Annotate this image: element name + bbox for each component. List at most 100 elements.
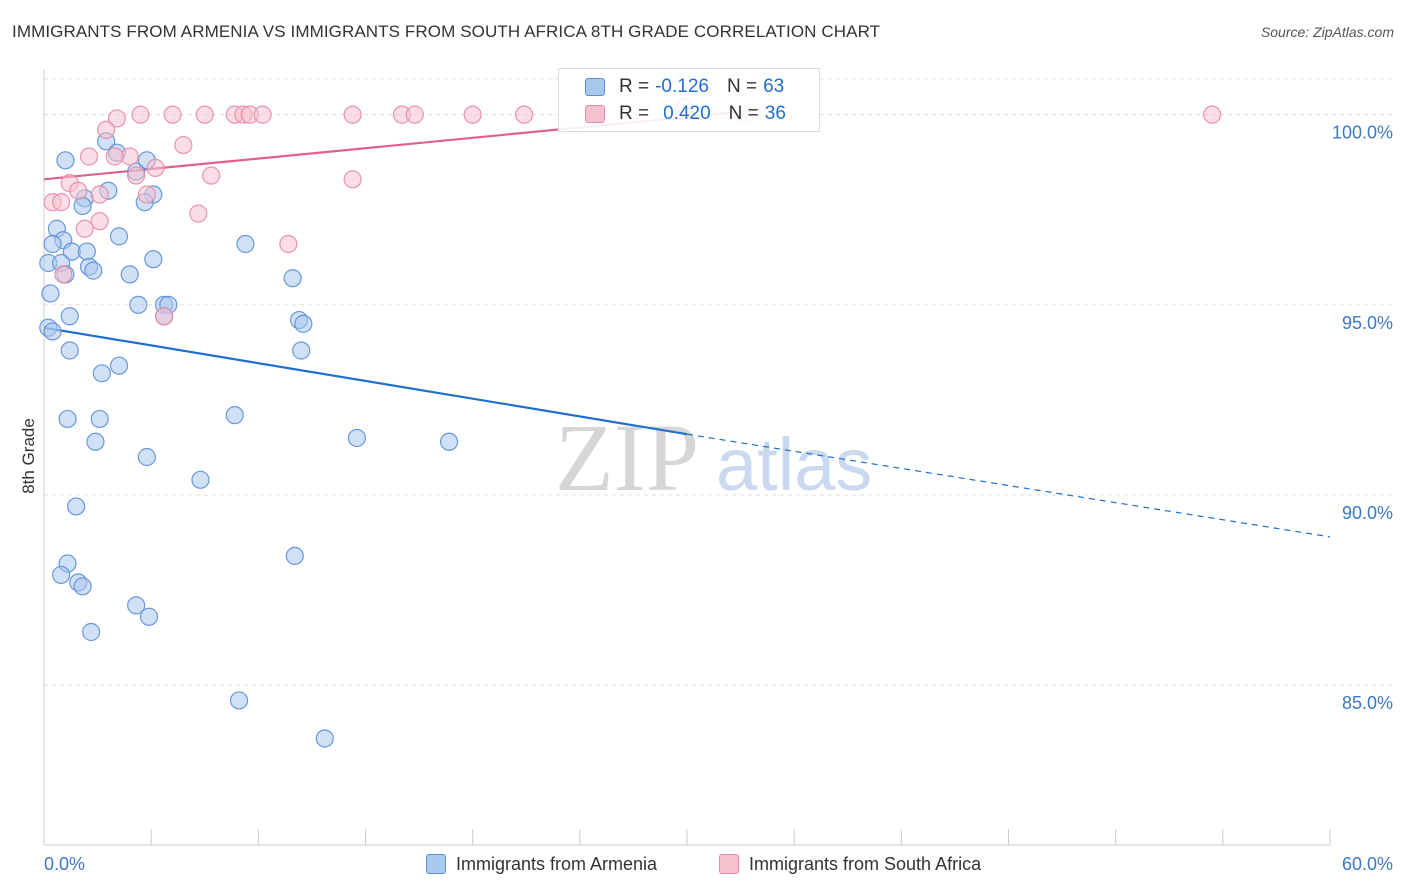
armenia-point (283, 269, 302, 288)
armenia-point (86, 432, 105, 451)
armenia-point (285, 546, 304, 566)
grid-layer (44, 78, 1395, 686)
y-tick-label: 95.0% (1342, 313, 1393, 333)
armenia-trend-line (43, 326, 688, 436)
southafrica-point (253, 105, 272, 124)
armenia-point (84, 261, 103, 280)
legend-n-label: N = (726, 76, 758, 97)
watermark-zip: ZIP (555, 404, 699, 511)
legend-r-value-armenia: -0.126 (655, 76, 709, 97)
armenia-point (109, 227, 129, 246)
southafrica-point (79, 147, 99, 166)
southafrica-point (343, 170, 362, 189)
armenia-point (127, 596, 146, 615)
armenia-point (82, 622, 101, 642)
armenia-point (73, 196, 92, 216)
armenia-point (52, 565, 71, 585)
southafrica-point (107, 109, 126, 128)
armenia-point (43, 234, 62, 254)
legend-row-southafrica: R = 0.420 N = 36 (585, 102, 786, 126)
southafrica-point (195, 105, 214, 124)
legend-n-value-southafrica: 36 (764, 103, 786, 124)
armenia-point (73, 577, 92, 596)
armenia-trend-extension (686, 433, 1331, 538)
y-axis-label: 8th Grade (19, 418, 38, 494)
armenia-point (144, 250, 163, 269)
armenia-point (229, 691, 249, 710)
southafrica-point (189, 204, 208, 223)
armenia-point (120, 265, 139, 284)
southafrica-point (90, 185, 109, 204)
southafrica-point (1203, 105, 1222, 124)
chart-title: IMMIGRANTS FROM ARMENIA VS IMMIGRANTS FR… (12, 22, 881, 41)
southafrica-point (279, 234, 298, 254)
southafrica-point (54, 265, 73, 284)
legend-swatch-southafrica (585, 105, 605, 123)
southafrica-point (127, 166, 146, 185)
southafrica-point (515, 105, 534, 124)
correlation-legend: R = -0.126 N = 63 R = 0.420 N = 36 (558, 68, 820, 132)
armenia-point (191, 470, 210, 489)
southafrica-point (131, 105, 150, 124)
armenia-point (41, 284, 60, 303)
watermark-atlas: atlas (716, 423, 872, 506)
y-tick-label: 100.0% (1332, 123, 1393, 143)
southafrica-point (163, 105, 182, 124)
armenia-point (60, 341, 79, 360)
southafrica-point (154, 307, 174, 326)
southafrica-point (75, 219, 94, 238)
armenia-point (292, 341, 311, 360)
armenia-point (236, 234, 255, 254)
armenia-point (67, 497, 86, 516)
southafrica-point (405, 105, 424, 124)
bottom-legend-swatch-southafrica (719, 854, 739, 874)
x-tick-label: 60.0% (1342, 854, 1393, 874)
legend-n-value-armenia: 63 (763, 76, 785, 97)
axis-layer: 85.0% 90.0% 95.0% 100.0% 0.0% 60.0% (43, 69, 1393, 874)
source-credit: Source: ZipAtlas.com (1260, 24, 1394, 40)
legend-swatch-armenia (585, 78, 605, 96)
x-tick-label: 0.0% (44, 854, 85, 874)
armenia-point (60, 307, 79, 326)
southafrica-point (69, 181, 88, 200)
bottom-legend-swatch-armenia (426, 854, 446, 874)
legend-n-label: N = (728, 103, 759, 124)
points-layer (39, 97, 1222, 748)
southafrica-point (137, 185, 156, 204)
y-tick-label: 85.0% (1342, 693, 1393, 713)
bottom-legend-label-southafrica: Immigrants from South Africa (749, 853, 982, 874)
armenia-point (43, 322, 62, 341)
southafrica-point (343, 105, 362, 124)
bottom-legend-armenia[interactable]: Immigrants from Armenia (426, 852, 657, 876)
armenia-point (90, 409, 109, 429)
southafrica-point (52, 193, 71, 212)
y-tick-label: 90.0% (1342, 503, 1393, 523)
southafrica-point (105, 147, 124, 166)
armenia-point (92, 364, 111, 383)
legend-r-label: R = (619, 103, 650, 124)
southafrica-point (146, 158, 165, 178)
armenia-point (58, 409, 77, 429)
bottom-legend-southafrica[interactable]: Immigrants from South Africa (719, 852, 981, 876)
armenia-point (347, 428, 367, 448)
armenia-point (56, 151, 75, 170)
legend-row-armenia: R = -0.126 N = 63 (585, 75, 784, 99)
armenia-point (439, 432, 459, 451)
armenia-point (109, 356, 129, 375)
southafrica-point (202, 166, 221, 185)
armenia-point (139, 607, 159, 626)
southafrica-point (174, 135, 193, 155)
armenia-point (137, 447, 156, 467)
armenia-point (77, 242, 96, 261)
legend-r-value-southafrica: 0.420 (663, 103, 711, 124)
armenia-point (225, 406, 244, 425)
armenia-point (315, 729, 334, 748)
armenia-point (129, 295, 148, 314)
southafrica-point (90, 212, 109, 231)
bottom-legend-label-armenia: Immigrants from Armenia (456, 853, 658, 874)
southafrica-point (463, 105, 482, 124)
legend-r-label: R = (619, 76, 650, 97)
armenia-point (294, 314, 313, 333)
southafrica-point (97, 120, 116, 139)
